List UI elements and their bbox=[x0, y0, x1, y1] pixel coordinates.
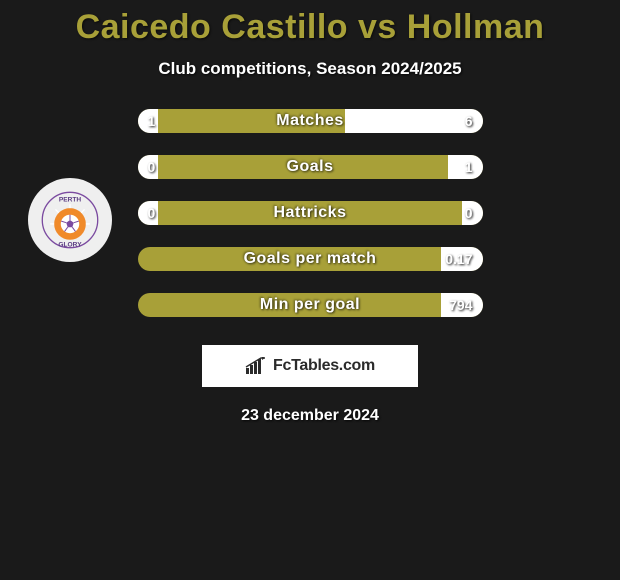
stat-gauge: Goals0 1 bbox=[138, 155, 483, 179]
stat-value-left: 0 bbox=[148, 201, 156, 225]
stat-value-right: 0 bbox=[465, 201, 473, 225]
stat-row: Min per goal794 bbox=[138, 293, 483, 317]
stat-row: Matches1 6 bbox=[138, 109, 483, 133]
stat-label: Hattricks bbox=[138, 201, 483, 225]
stat-label: Matches bbox=[138, 109, 483, 133]
stat-row: Hattricks0 0 bbox=[138, 201, 483, 225]
stat-row: Goals per match0.17 bbox=[138, 247, 483, 271]
subtitle: Club competitions, Season 2024/2025 bbox=[158, 59, 461, 79]
stat-value-right: 0.17 bbox=[445, 247, 472, 271]
site-label: FcTables.com bbox=[273, 357, 375, 375]
stat-gauge: Hattricks0 0 bbox=[138, 201, 483, 225]
stat-gauge: Goals per match0.17 bbox=[138, 247, 483, 271]
stat-gauge: Min per goal794 bbox=[138, 293, 483, 317]
stat-rows: Matches16Goals01Hattricks00Goals per mat… bbox=[138, 109, 483, 339]
stat-row: Goals0 1 bbox=[138, 155, 483, 179]
svg-text:GLORY: GLORY bbox=[58, 241, 82, 248]
stat-value-right: 794 bbox=[449, 293, 472, 317]
svg-text:PERTH: PERTH bbox=[59, 197, 82, 204]
stat-value-right: 1 bbox=[465, 155, 473, 179]
stat-label: Goals per match bbox=[138, 247, 483, 271]
stat-gauge: Matches1 6 bbox=[138, 109, 483, 133]
stat-value-left: 0 bbox=[148, 155, 156, 179]
site-attribution: FcTables.com bbox=[202, 345, 418, 387]
club-badge-perth-glory: PERTH GLORY bbox=[28, 178, 112, 262]
stat-label: Min per goal bbox=[138, 293, 483, 317]
page-title: Caicedo Castillo vs Hollman bbox=[76, 8, 545, 47]
bar-chart-icon bbox=[245, 357, 267, 375]
stat-value-left: 1 bbox=[148, 109, 156, 133]
comparison-card: Caicedo Castillo vs Hollman Club competi… bbox=[0, 0, 620, 425]
stat-label: Goals bbox=[138, 155, 483, 179]
club-crest-icon: PERTH GLORY bbox=[37, 187, 103, 253]
snapshot-date: 23 december 2024 bbox=[241, 407, 379, 425]
stat-value-right: 6 bbox=[465, 109, 473, 133]
